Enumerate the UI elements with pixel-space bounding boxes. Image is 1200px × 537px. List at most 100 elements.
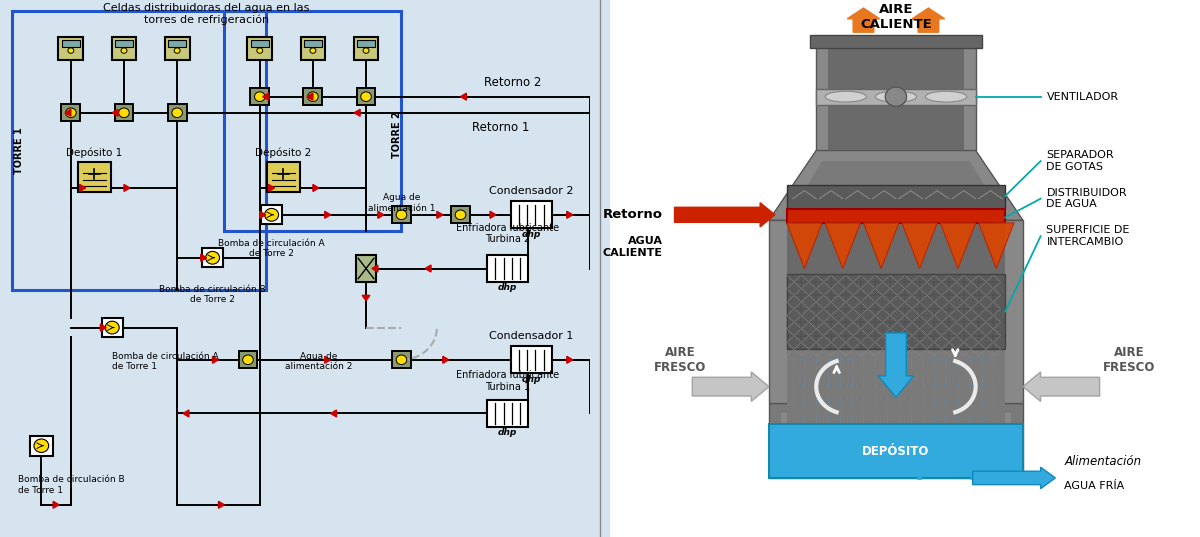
Polygon shape (325, 212, 331, 218)
Bar (487, 400, 528, 427)
Bar (30, 436, 53, 456)
Bar (168, 104, 186, 121)
Polygon shape (259, 212, 265, 218)
Polygon shape (443, 357, 449, 363)
Bar (355, 255, 377, 282)
Text: Alimentación: Alimentación (1064, 455, 1141, 468)
Bar (769, 403, 1022, 478)
Bar (392, 351, 410, 368)
Circle shape (34, 439, 49, 453)
Text: SUPERFICIE DE
INTERCAMBIO: SUPERFICIE DE INTERCAMBIO (1046, 226, 1130, 247)
Text: Agua de
alimentación 1: Agua de alimentación 1 (367, 193, 436, 213)
Bar (12, 11, 265, 290)
Text: Bomba de circulación A
de Torre 1: Bomba de circulación A de Torre 1 (112, 352, 218, 371)
FancyArrow shape (692, 372, 769, 402)
Polygon shape (378, 212, 384, 218)
Bar (392, 206, 410, 223)
Text: TORRE 1: TORRE 1 (14, 127, 24, 174)
Text: Enfriadora lubricante
Turbina 1: Enfriadora lubricante Turbina 1 (456, 371, 559, 392)
Circle shape (364, 48, 370, 53)
Bar (61, 104, 80, 121)
Text: TORRE 2: TORRE 2 (391, 111, 402, 158)
Polygon shape (769, 150, 1022, 220)
Bar (251, 40, 269, 47)
Bar (114, 104, 133, 121)
FancyArrow shape (1022, 372, 1099, 402)
Circle shape (66, 108, 76, 118)
Text: AIRE
FRESCO: AIRE FRESCO (654, 346, 707, 374)
Polygon shape (200, 255, 206, 261)
Bar (787, 349, 1006, 424)
Text: Depósito 2: Depósito 2 (256, 148, 312, 158)
Bar (358, 40, 374, 47)
Text: Bomba de circulación A
de Torre 2: Bomba de circulación A de Torre 2 (218, 239, 325, 258)
Text: Retorno: Retorno (602, 208, 662, 221)
Polygon shape (826, 223, 860, 268)
Polygon shape (331, 410, 336, 417)
Polygon shape (354, 110, 360, 117)
Polygon shape (437, 212, 443, 218)
Text: dhp: dhp (498, 429, 517, 437)
Bar (511, 201, 552, 228)
Polygon shape (787, 161, 1006, 220)
Circle shape (307, 92, 318, 101)
Bar (816, 89, 976, 105)
Text: dhp: dhp (522, 230, 541, 238)
Polygon shape (112, 110, 118, 117)
Text: VENTILADOR: VENTILADOR (1046, 92, 1118, 101)
Polygon shape (79, 184, 85, 192)
Bar (304, 40, 322, 47)
Bar (247, 37, 272, 60)
Polygon shape (787, 223, 822, 268)
Circle shape (455, 210, 466, 220)
Bar (769, 424, 1022, 478)
Text: Condensador 1: Condensador 1 (490, 331, 574, 341)
Bar (78, 162, 110, 192)
Bar (112, 37, 137, 60)
Text: Enfriadora lubricante
Turbina 2: Enfriadora lubricante Turbina 2 (456, 223, 559, 244)
FancyArrow shape (878, 333, 913, 397)
Bar (810, 35, 982, 48)
Circle shape (205, 251, 220, 264)
Bar (769, 220, 1022, 403)
FancyArrow shape (912, 8, 944, 32)
Bar (164, 37, 190, 60)
Text: dhp: dhp (498, 284, 517, 292)
Bar (268, 162, 300, 192)
Bar (787, 209, 1006, 223)
Bar (202, 248, 223, 267)
Circle shape (886, 87, 906, 106)
Bar (59, 37, 83, 60)
Circle shape (119, 108, 130, 118)
Polygon shape (218, 502, 224, 508)
Text: Celdas distribuidoras del agua en las
torres de refrigeración: Celdas distribuidoras del agua en las to… (103, 3, 310, 25)
Polygon shape (269, 184, 275, 192)
Bar (816, 43, 976, 150)
Bar (304, 88, 323, 105)
Text: Condensador 2: Condensador 2 (490, 186, 574, 196)
Ellipse shape (925, 91, 967, 102)
Circle shape (242, 355, 253, 365)
Text: Depósito 1: Depósito 1 (66, 148, 122, 158)
Polygon shape (307, 93, 313, 100)
Polygon shape (65, 110, 71, 117)
Circle shape (174, 48, 180, 53)
Polygon shape (212, 357, 218, 363)
Circle shape (68, 48, 74, 53)
Polygon shape (372, 265, 378, 272)
Text: DEPÓSITO: DEPÓSITO (863, 445, 930, 458)
Bar (251, 88, 269, 105)
FancyArrow shape (973, 467, 1055, 489)
Polygon shape (184, 410, 188, 417)
Bar (356, 88, 376, 105)
Polygon shape (941, 223, 976, 268)
Bar (102, 318, 122, 337)
FancyArrow shape (847, 8, 880, 32)
Bar (260, 205, 282, 224)
Ellipse shape (826, 91, 866, 102)
Polygon shape (362, 295, 370, 301)
Polygon shape (902, 223, 937, 268)
Circle shape (396, 355, 407, 365)
FancyArrow shape (674, 202, 775, 227)
Text: AGUA FRÍA: AGUA FRÍA (1064, 481, 1124, 491)
